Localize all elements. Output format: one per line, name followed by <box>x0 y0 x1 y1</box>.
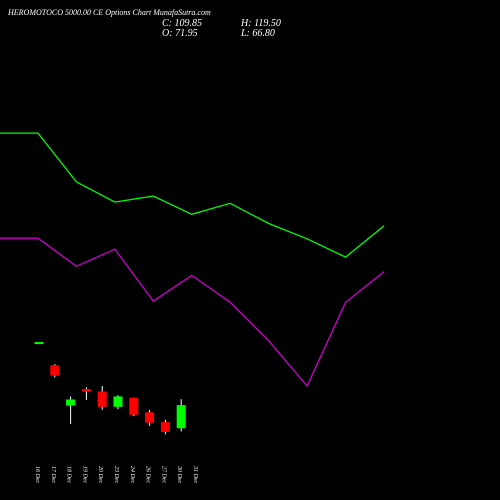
low-readout: L: 66.80 <box>241 29 275 39</box>
x-tick-label: 30 Dec <box>176 465 182 483</box>
x-tick-label: 16 Dec <box>34 466 40 483</box>
candle-body <box>176 405 186 429</box>
open-value: 71.95 <box>175 28 198 39</box>
candle-body <box>81 389 91 392</box>
close-value: 109.85 <box>174 18 203 29</box>
x-tick-label: 23 Dec <box>113 466 119 483</box>
x-tick-label: 24 Dec <box>129 466 136 483</box>
high-readout: H: 119.50 <box>241 19 281 29</box>
candle-27-dec <box>160 419 170 435</box>
candle-23-dec <box>113 395 123 410</box>
low-value: 66.80 <box>252 28 275 39</box>
x-tick-label: 26 Dec <box>145 466 151 483</box>
candle-body <box>50 365 60 376</box>
x-tick-label: 19 Dec <box>81 466 87 483</box>
candle-16-dec <box>34 342 44 345</box>
x-tick-label: 20 Dec <box>97 466 103 483</box>
open-readout: O: 71.95 <box>162 29 198 39</box>
high-label: H: <box>241 18 252 29</box>
high-value: 119.50 <box>254 18 281 29</box>
open-label: O: <box>162 28 173 39</box>
candle-19-dec <box>81 387 91 401</box>
candle-26-dec <box>145 409 155 426</box>
candle-body <box>145 412 155 423</box>
candle-body <box>34 342 44 345</box>
chart-title: HEROMOTOCO 5000.00 CE Options Chart Muna… <box>8 8 211 17</box>
x-tick-label: 31 Dec <box>192 465 198 483</box>
candle-body <box>129 397 139 415</box>
low-label: L: <box>241 28 250 39</box>
x-tick-label: 27 Dec <box>160 466 166 483</box>
candle-body <box>97 391 107 407</box>
close-label: C: <box>162 18 172 29</box>
candle-body <box>113 396 123 407</box>
x-tick-label: 18 Dec <box>66 466 72 483</box>
candle-body <box>160 422 170 432</box>
candle-20-dec <box>97 386 107 410</box>
candle-30-dec <box>176 399 186 432</box>
candle-body <box>66 399 76 406</box>
x-tick-label: 17 Dec <box>50 466 56 483</box>
indicator-line-2 <box>0 237 385 388</box>
candle-18-dec <box>66 396 76 424</box>
close-readout: C: 109.85 <box>162 19 202 29</box>
candle-24-dec <box>129 397 139 416</box>
indicator-line-1 <box>0 132 385 258</box>
candle-17-dec <box>50 364 60 378</box>
